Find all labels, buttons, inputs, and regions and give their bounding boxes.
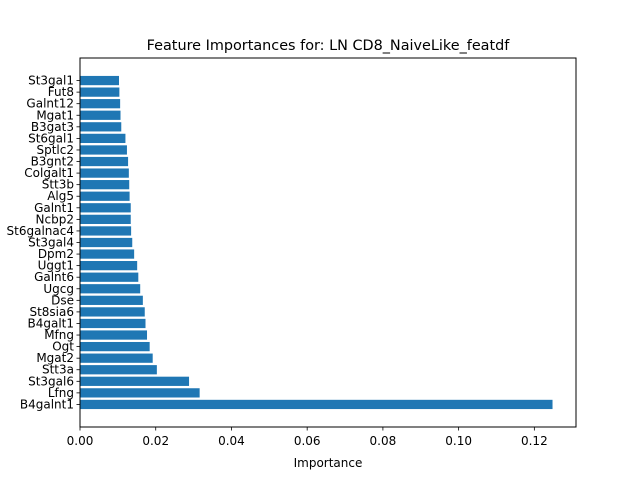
y-tick-label: Stt3a (42, 363, 74, 377)
y-tick-label: Dse (51, 293, 74, 307)
bar-St3gal1 (80, 75, 119, 86)
bar-Sptlc2 (80, 145, 127, 155)
bar-Galnt1 (80, 203, 131, 213)
y-tick-label: Galnt1 (34, 201, 74, 215)
y-axis-ticks: B4galnt1LfngSt3gal6Stt3aMgat2OgtMfngB4ga… (7, 74, 80, 411)
bar-B3gnt2 (80, 156, 129, 167)
y-tick-label: B4galt1 (27, 316, 74, 330)
x-tick-label: 0.10 (445, 434, 472, 448)
bar-St6galnac4 (80, 226, 132, 236)
y-tick-label: Stt3b (42, 178, 74, 192)
bar-Galnt6 (80, 272, 139, 282)
bar-St6gal1 (80, 133, 126, 144)
y-tick-label: Galnt12 (26, 97, 74, 111)
y-tick-label: Mgat1 (36, 108, 74, 122)
bars-group (80, 75, 553, 410)
y-tick-label: B3gat3 (31, 120, 74, 134)
chart-title: Feature Importances for: LN CD8_NaiveLik… (147, 38, 511, 54)
y-tick-label: Alg5 (47, 189, 74, 203)
plot-frame (79, 57, 577, 428)
y-tick-label: St3gal4 (28, 236, 74, 250)
bar-Mfng (80, 330, 148, 340)
y-tick-label: Dpm2 (38, 247, 74, 261)
y-tick-label: St8sia6 (29, 305, 74, 319)
bar-Fut8 (80, 87, 120, 97)
x-tick-label: 0.04 (218, 434, 245, 448)
x-axis-ticks: 0.00 0.02 0.04 0.06 0.08 0.10 0.12 (67, 427, 548, 448)
y-tick-label: Ogt (52, 340, 74, 354)
y-tick-label: Mfng (44, 328, 74, 342)
bar-Mgat2 (80, 353, 153, 363)
y-tick-label: Galnt6 (34, 270, 74, 284)
bar-Colgalt1 (80, 168, 129, 178)
bar-B3gat3 (80, 122, 122, 132)
bar-Lfng (80, 388, 200, 398)
bar-Ugcg (80, 284, 141, 294)
y-tick-label: St3gal6 (28, 374, 74, 388)
y-tick-label: Fut8 (48, 85, 74, 99)
bar-B4galt1 (80, 318, 146, 329)
bar-Uggt1 (80, 261, 138, 271)
bar-B4galnt1 (80, 399, 553, 410)
y-tick-label: Ncbp2 (36, 212, 74, 226)
y-tick-label: St6gal1 (28, 131, 74, 145)
bar-St3gal6 (80, 376, 190, 386)
x-tick-label: 0.00 (67, 434, 94, 448)
x-tick-label: 0.06 (294, 434, 321, 448)
bar-Ogt (80, 341, 150, 352)
bar-Alg5 (80, 191, 130, 201)
bar-Dse (80, 295, 143, 305)
y-tick-label: Uggt1 (38, 259, 74, 273)
bar-Dpm2 (80, 249, 135, 259)
x-tick-label: 0.02 (142, 434, 169, 448)
bar-Stt3b (80, 180, 130, 190)
y-tick-label: Colgalt1 (24, 166, 74, 180)
bar-Mgat1 (80, 110, 121, 120)
y-tick-label: St6galnac4 (7, 224, 74, 238)
bar-Ncbp2 (80, 214, 131, 224)
y-tick-label: Lfng (48, 386, 74, 400)
bar-Stt3a (80, 365, 157, 375)
y-tick-label: Sptlc2 (36, 143, 74, 157)
y-tick-label: B4galnt1 (20, 397, 74, 411)
y-tick-label: St3gal1 (28, 74, 74, 88)
y-tick-label: B3gnt2 (31, 155, 74, 169)
x-tick-label: 0.08 (370, 434, 397, 448)
x-axis-label: Importance (294, 456, 363, 470)
bar-St8sia6 (80, 307, 145, 317)
bar-St3gal4 (80, 237, 133, 248)
y-tick-label: Ugcg (43, 282, 74, 296)
y-tick-label: Mgat2 (36, 351, 74, 365)
bar-Galnt12 (80, 99, 121, 109)
x-tick-label: 0.12 (521, 434, 548, 448)
